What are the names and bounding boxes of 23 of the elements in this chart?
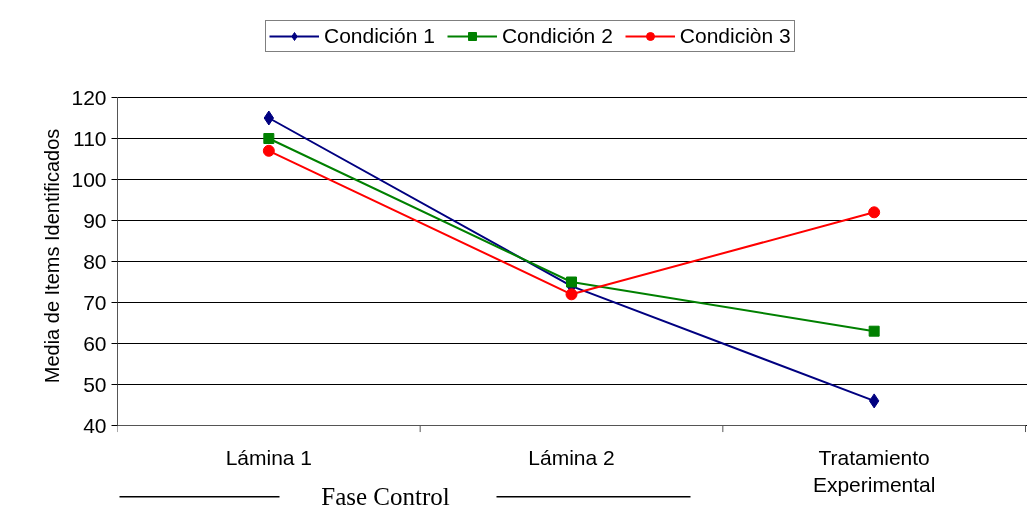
x-tick-label: Lámina 1 xyxy=(225,445,313,469)
point xyxy=(565,288,578,301)
x-tick-label: Lámina 2 xyxy=(528,445,615,469)
legend-label: Condición 2 xyxy=(501,24,613,48)
y-tick-label: 40 xyxy=(83,413,107,437)
y-axis-title: Media de Items Identificados xyxy=(41,128,64,384)
y-tick-label: 100 xyxy=(71,167,107,191)
point xyxy=(868,325,880,337)
y-tick-label: 60 xyxy=(83,331,107,355)
point xyxy=(868,206,881,219)
point xyxy=(263,133,275,144)
point xyxy=(262,144,275,157)
y-tick-label: 120 xyxy=(71,85,107,109)
legend-label: Condiciòn 3 xyxy=(679,24,791,48)
legend-label: Condición 1 xyxy=(324,24,435,48)
y-tick-label: 50 xyxy=(83,372,107,396)
y-tick-label: 90 xyxy=(83,208,107,232)
y-tick-label: 80 xyxy=(83,249,107,273)
text: Fase Control xyxy=(321,482,450,510)
y-tick-label: 70 xyxy=(83,290,107,314)
x-tick-label: Tratamiento Experimental xyxy=(812,445,936,497)
y-tick-label: 110 xyxy=(73,126,107,150)
point xyxy=(566,276,577,288)
